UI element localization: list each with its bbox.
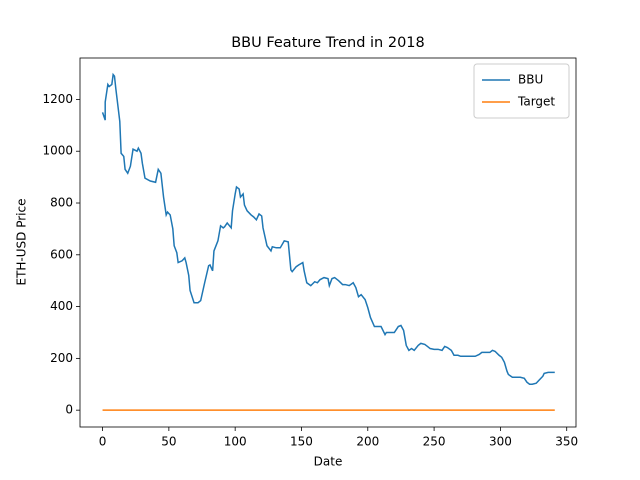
- y-tick-label: 400: [50, 299, 73, 313]
- x-tick-label: 350: [555, 435, 578, 449]
- y-axis-label: ETH-USD Price: [15, 199, 29, 286]
- legend-label: BBU: [518, 73, 543, 87]
- chart-title: BBU Feature Trend in 2018: [231, 35, 425, 51]
- x-tick-label: 250: [423, 435, 446, 449]
- y-tick-label: 200: [50, 351, 73, 365]
- legend-label: Target: [517, 95, 555, 109]
- x-tick-label: 0: [99, 435, 107, 449]
- y-tick-label: 1200: [42, 92, 73, 106]
- y-tick-label: 600: [50, 247, 73, 261]
- x-tick-label: 100: [224, 435, 247, 449]
- x-tick-label: 300: [489, 435, 512, 449]
- y-tick-label: 800: [50, 196, 73, 210]
- x-tick-label: 150: [290, 435, 313, 449]
- x-tick-label: 50: [161, 435, 176, 449]
- y-tick-label: 1000: [42, 144, 73, 158]
- plot-frame: [79, 57, 577, 428]
- x-axis-label: Date: [314, 455, 343, 469]
- x-tick-label: 200: [356, 435, 379, 449]
- y-tick-label: 0: [65, 403, 73, 417]
- legend-box: [473, 63, 570, 119]
- line: [101, 72, 555, 386]
